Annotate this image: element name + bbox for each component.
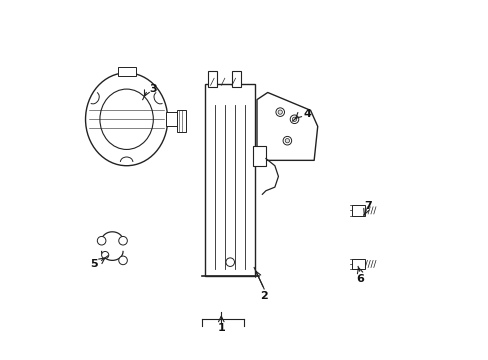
Circle shape: [119, 237, 127, 245]
Text: 2: 2: [260, 291, 267, 301]
Bar: [231, 71, 241, 87]
Text: 3: 3: [149, 84, 157, 94]
Text: 5: 5: [90, 259, 98, 269]
Circle shape: [225, 258, 234, 266]
Ellipse shape: [100, 89, 153, 149]
Bar: [207, 71, 217, 87]
Circle shape: [119, 256, 127, 265]
Circle shape: [283, 136, 291, 145]
Bar: [165, 112, 176, 126]
Bar: [352, 205, 365, 216]
Bar: [176, 111, 185, 132]
Bar: [352, 258, 365, 269]
Circle shape: [278, 110, 282, 114]
Circle shape: [290, 115, 298, 123]
Circle shape: [275, 108, 284, 116]
Text: 6: 6: [356, 274, 364, 284]
Circle shape: [292, 117, 296, 121]
Circle shape: [102, 251, 108, 258]
Circle shape: [97, 237, 106, 245]
Polygon shape: [257, 93, 317, 160]
Text: 7: 7: [363, 201, 371, 211]
Bar: [205, 84, 255, 276]
Ellipse shape: [85, 73, 167, 166]
Circle shape: [285, 139, 289, 143]
Text: 1: 1: [217, 323, 224, 333]
Bar: [253, 146, 265, 166]
Bar: [118, 67, 135, 76]
Text: 4: 4: [303, 109, 310, 119]
